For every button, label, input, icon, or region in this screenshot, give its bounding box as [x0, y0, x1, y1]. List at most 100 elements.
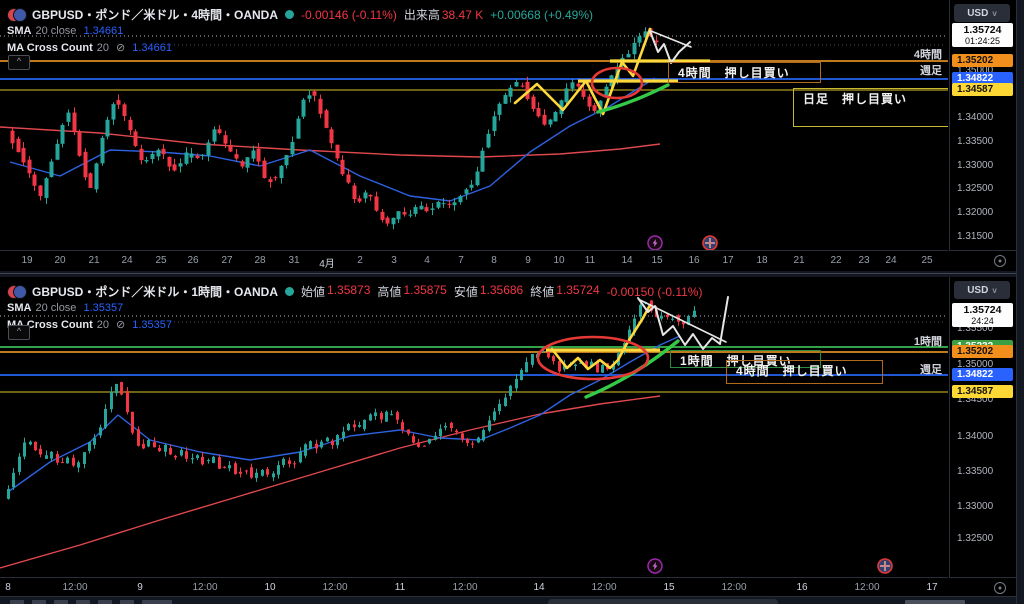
price-tick: 1.34500 [957, 394, 994, 405]
collapse-indicator-button[interactable]: ^ [8, 55, 30, 70]
time-tick: 23 [858, 255, 870, 266]
current-price-label: 1.35724 24:24 [952, 303, 1013, 327]
sma-name: SMA [7, 302, 32, 314]
symbol-title[interactable]: GBPUSD・ポンド／米ドル・4時間・OANDA [32, 8, 279, 22]
candle-countdown: 24:24 [971, 316, 994, 326]
economic-event-bolt-icon[interactable] [647, 235, 663, 250]
market-open-dot [285, 287, 295, 296]
ohlc-values: 始値 1.35873 高値 1.35875 安値 1.35686 終値 1.35724 [301, 283, 600, 300]
time-tick: 11 [584, 255, 596, 266]
chart-panel-1h: 1時間 週足 1時間 押し目買い 4時間 押し目買い GBPUSD・ポンド／米ドル・… [0, 277, 1024, 597]
timeframe-line-label: 1時間 [914, 334, 942, 348]
sma-indicator-row-1h[interactable]: SMA 20 close 1.35357 [7, 302, 123, 314]
time-axis-1h[interactable]: 8 12:00 9 12:00 10 12:00 11 12:00 14 12:00 15 12:00… [0, 577, 948, 597]
volume-label: 出来高 [403, 8, 440, 22]
chart-canvas-4h[interactable]: 4時間 週足 4時間 押し目買い 日足 押し目買い [0, 0, 948, 250]
toolbar-icon-stub[interactable] [142, 600, 172, 604]
time-tick: 21 [793, 255, 805, 266]
scroll-to-realtime-icon[interactable] [993, 581, 1007, 595]
price-tick: 1.35500 [957, 323, 994, 334]
ma-cross-params: 20 [96, 41, 110, 54]
price-change: -0.00146 (-0.11%) [301, 7, 397, 22]
symbol-title[interactable]: GBPUSD・ポンド／米ドル・1時間・OANDA [32, 285, 279, 299]
toolbar-icon-stub[interactable] [76, 600, 90, 604]
axis-corner-1h [949, 577, 1016, 597]
toolbar-icon-stub[interactable] [54, 600, 68, 604]
time-tick: 31 [288, 255, 300, 266]
candle-countdown: 01:24:25 [964, 36, 1001, 46]
level-price-label: 1.34822 [952, 72, 1013, 85]
toolbar-icon-stub[interactable] [10, 600, 24, 604]
price-tick: 1.31500 [957, 231, 994, 242]
trade-note-annotation[interactable]: 4時間 押し目買い [668, 62, 821, 83]
chart-canvas-1h[interactable]: 1時間 週足 1時間 押し目買い 4時間 押し目買い [0, 277, 948, 577]
hide-indicator-icon[interactable]: ⊘ [116, 319, 126, 331]
time-tick: 26 [187, 255, 199, 266]
time-tick: 10 [264, 582, 276, 593]
level-price-label: 1.35202 [952, 345, 1013, 358]
time-tick: 8 [491, 255, 497, 266]
symbol-header-4h: GBPUSD・ポンド／米ドル・4時間・OANDA -0.00146 (-0.11… [7, 6, 593, 23]
ohlc-label: 終値 [530, 285, 555, 299]
time-tick: 14 [621, 255, 633, 266]
toolbar-icon-stub[interactable] [98, 600, 112, 604]
currency-selector-button[interactable]: USD v [954, 281, 1010, 299]
price-tick: 1.33500 [957, 136, 994, 147]
time-tick: 14 [533, 582, 545, 593]
trade-note-annotation[interactable]: 4時間 押し目買い [726, 360, 883, 384]
ma-cross-value: 1.35357 [132, 318, 172, 331]
time-tick: 11 [394, 582, 406, 593]
time-tick: 21 [88, 255, 100, 266]
currency-selector-button[interactable]: USD v [954, 4, 1010, 22]
clock-partial [905, 600, 965, 604]
price-tick: 1.35000 [957, 65, 994, 76]
trade-note-annotation[interactable]: 1時間 押し目買い [670, 350, 821, 368]
scroll-to-realtime-icon[interactable] [993, 254, 1007, 268]
time-tick: 4月 [319, 259, 335, 270]
price-tick: 1.34000 [957, 112, 994, 123]
chevron-down-icon: v [992, 285, 997, 295]
collapse-indicator-button[interactable]: ^ [8, 325, 30, 340]
price-tick: 1.35000 [957, 359, 994, 370]
symbol-pair-logo [7, 285, 27, 299]
time-tick: 18 [756, 255, 768, 266]
price-tick: 1.34000 [957, 431, 994, 442]
economic-event-flag-icon[interactable] [877, 558, 893, 574]
time-tick: 12:00 [452, 582, 478, 593]
sma-indicator-row-4h[interactable]: SMA 20 close 1.34661 [7, 25, 123, 37]
floating-drawing-toolbar-partial[interactable] [548, 599, 778, 604]
time-tick: 8 [5, 582, 11, 593]
trade-note-annotation[interactable]: 日足 押し目買い [793, 88, 948, 127]
ohlc-value: 1.35875 [403, 283, 447, 297]
time-tick: 10 [553, 255, 565, 266]
time-tick: 4 [424, 255, 430, 266]
economic-event-bolt-icon[interactable] [647, 558, 663, 574]
economic-event-flag-icon[interactable] [702, 235, 718, 250]
ma-cross-value: 1.34661 [132, 41, 172, 54]
time-tick: 12:00 [192, 582, 218, 593]
current-price-value: 1.35724 [963, 24, 1002, 36]
time-tick: 24 [885, 255, 897, 266]
price-tick: 1.32500 [957, 533, 994, 544]
panel-resize-handle[interactable] [0, 271, 1024, 277]
price-tick: 1.32000 [957, 207, 994, 218]
ohlc-value: 1.35873 [327, 283, 371, 297]
toolbar-icon-stub[interactable] [120, 600, 134, 604]
time-tick: 19 [21, 255, 33, 266]
sma-params: 20 close [35, 25, 77, 37]
time-tick: 2 [357, 255, 363, 266]
time-tick: 25 [155, 255, 167, 266]
level-price-label: 1.34587 [952, 385, 1013, 398]
price-axis-4h[interactable]: USD v 1.35000 1.34000 1.33500 1.33000 1.32500… [949, 0, 1017, 250]
time-axis-4h[interactable]: 19 20 21 24 25 26 27 28 31 4月 2 3 4 7 8 9 10 11 14 15 16 17 18… [0, 250, 966, 272]
ohlc-value: 1.35724 [556, 283, 600, 297]
price-change: -0.00150 (-0.11%) [606, 284, 703, 299]
ma-cross-indicator-row-1h[interactable]: MA Cross Count 20 ⊘ 1.35357 [7, 318, 172, 332]
ohlc-label: 始値 [301, 285, 326, 299]
ma-cross-indicator-row-4h[interactable]: MA Cross Count 20 ⊘ 1.34661 [7, 41, 172, 55]
timeframe-line-label: 週足 [920, 63, 943, 77]
hide-indicator-icon[interactable]: ⊘ [116, 42, 126, 54]
chevron-down-icon: v [992, 8, 997, 18]
toolbar-icon-stub[interactable] [32, 600, 46, 604]
